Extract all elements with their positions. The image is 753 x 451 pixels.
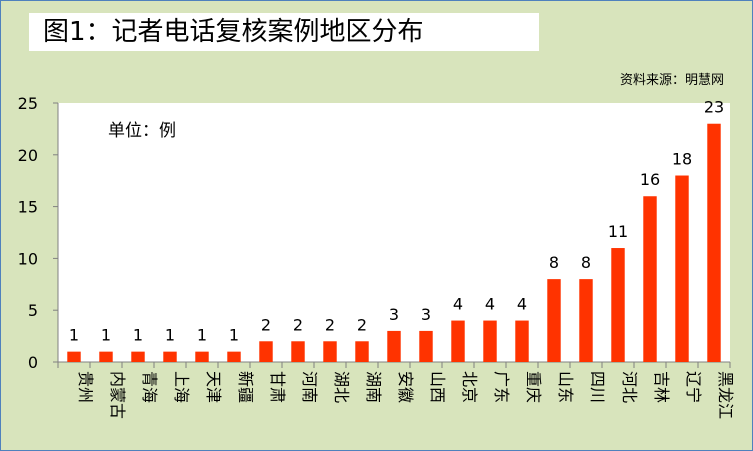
x-tick-label: 河北 — [620, 371, 639, 403]
bar — [323, 341, 337, 362]
bar — [259, 341, 273, 362]
data-label: 2 — [261, 315, 271, 334]
title-box: 图1：记者电话复核案例地区分布 — [29, 13, 539, 51]
chart-title: 图1：记者电话复核案例地区分布 — [43, 17, 424, 47]
x-tick-label: 安徽 — [396, 371, 415, 403]
bar — [227, 351, 241, 362]
y-tick-label: 15 — [18, 198, 38, 217]
data-label: 16 — [640, 170, 660, 189]
bar — [515, 320, 529, 362]
x-tick-label: 山东 — [556, 371, 575, 403]
bar — [611, 248, 625, 362]
y-tick-label: 10 — [18, 249, 38, 268]
bar — [291, 341, 305, 362]
x-tick-label: 河南 — [300, 371, 319, 403]
x-tick-label: 北京 — [460, 371, 479, 403]
y-tick-label: 20 — [18, 146, 38, 165]
y-tick-label: 25 — [18, 94, 38, 113]
bar — [547, 279, 561, 362]
x-tick-label: 甘肃 — [268, 371, 287, 403]
data-label: 23 — [704, 98, 724, 117]
x-tick-label: 上海 — [172, 371, 191, 403]
data-label: 4 — [517, 295, 527, 314]
data-label: 1 — [165, 326, 175, 345]
y-tick-label: 5 — [28, 301, 38, 320]
x-tick-label: 吉林 — [652, 371, 671, 403]
x-tick-label: 湖南 — [364, 371, 383, 403]
data-label: 1 — [197, 326, 207, 345]
data-label: 1 — [101, 326, 111, 345]
data-label: 4 — [453, 295, 463, 314]
y-tick-label: 0 — [28, 353, 38, 372]
data-label: 8 — [549, 253, 559, 272]
x-tick-label: 山西 — [428, 371, 447, 403]
x-axis: 贵州 内蒙古 青海 上海 天津 新疆 甘肃 河南 湖北 湖南 安徽 山西 北京 广东 重庆 山东 四川 河北 吉林辽… — [57, 361, 735, 419]
data-label: 3 — [389, 305, 399, 324]
x-tick-label: 贵州 — [76, 371, 95, 403]
bar — [419, 330, 433, 362]
x-tick-label: 天津 — [204, 371, 223, 403]
x-tick-label: 重庆 — [524, 371, 543, 403]
data-label: 3 — [421, 305, 431, 324]
bar — [451, 320, 465, 362]
data-label: 4 — [485, 295, 495, 314]
bar — [131, 351, 145, 362]
x-tick-label: 内蒙古 — [108, 371, 127, 419]
source-note: 资料来源：明慧网 — [619, 73, 724, 88]
bar — [643, 196, 657, 362]
bar — [355, 341, 369, 362]
bar — [483, 320, 497, 362]
data-label: 2 — [293, 315, 303, 334]
data-label: 11 — [608, 222, 628, 241]
bar — [579, 279, 593, 362]
x-tick-label: 新疆 — [236, 371, 255, 403]
unit-label: 单位：例 — [108, 121, 176, 141]
data-label: 2 — [357, 315, 367, 334]
bar — [707, 123, 721, 362]
x-tick-label: 广东 — [492, 371, 511, 403]
x-tick-label: 四川 — [588, 371, 607, 403]
bar — [387, 330, 401, 362]
x-tick-label: 湖北 — [332, 371, 351, 403]
bar — [195, 351, 209, 362]
bar — [99, 351, 113, 362]
x-tick-label: 辽宁 — [684, 371, 703, 403]
data-label: 1 — [69, 326, 79, 345]
data-label: 1 — [133, 326, 143, 345]
data-label: 18 — [672, 150, 692, 169]
bar — [67, 351, 81, 362]
data-label: 8 — [581, 253, 591, 272]
y-axis: 0 5 10 15 20 25 — [18, 94, 59, 372]
x-tick-label: 青海 — [140, 371, 159, 403]
bar — [675, 175, 689, 362]
data-label: 2 — [325, 315, 335, 334]
data-label: 1 — [229, 326, 239, 345]
bar — [163, 351, 177, 362]
x-tick-label: 黑龙江 — [716, 371, 735, 419]
